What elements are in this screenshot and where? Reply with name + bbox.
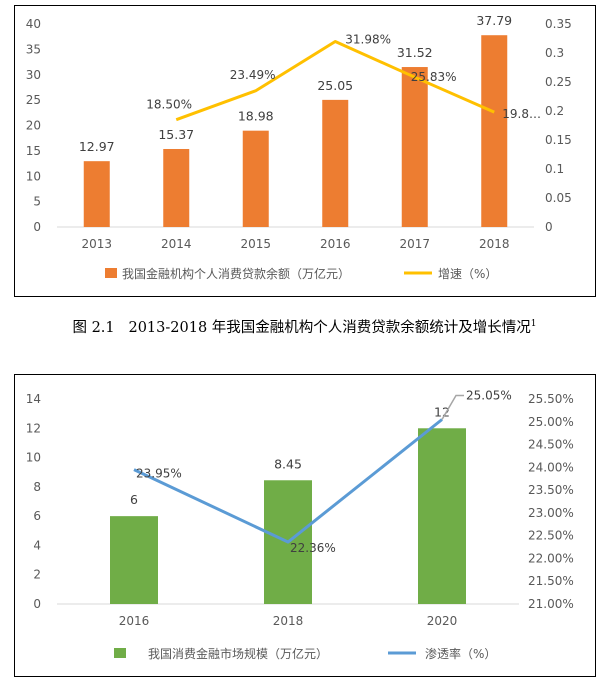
left-axis-tick-label: 14: [26, 392, 41, 406]
bar-data-label: 12.97: [79, 139, 115, 154]
left-axis-tick-label: 15: [26, 144, 41, 158]
right-axis-tick-label: 21.00%: [528, 597, 574, 611]
category-tick-label: 2014: [161, 237, 192, 251]
line-data-label: 23.49%: [230, 68, 276, 82]
category-tick-label: 2018: [273, 614, 304, 628]
left-axis-tick-label: 25: [26, 93, 41, 107]
line-data-label: 25.83%: [411, 70, 457, 84]
right-axis-tick-label: 24.50%: [528, 438, 574, 452]
chart-1-panel: 0 5 10 15 20 25 30 35 40 0 0.05 0.1 0.15 0.2 0.25 0.3 0.…: [14, 5, 596, 297]
bar-data-label: 15.37: [158, 127, 194, 142]
bar-data-label: 31.52: [397, 45, 433, 60]
category-tick-label: 2016: [320, 237, 351, 251]
line-data-label: 23.95%: [136, 467, 182, 481]
legend-line-label: 增速（%）: [438, 267, 497, 281]
line-series: [133, 418, 443, 544]
right-axis-tick-label: 21.50%: [528, 574, 574, 588]
left-axis-tick-label: 0: [33, 597, 41, 611]
bar-data-label: 25.05: [317, 78, 353, 93]
legend-bar-label: 我国金融机构个人消费贷款余额（万亿元）: [122, 266, 350, 281]
left-axis-tick-label: 12: [26, 421, 41, 435]
bar-data-label: 8.45: [274, 456, 302, 471]
caption-text: 2013-2018 年我国金融机构个人消费贷款余额统计及增长情况: [128, 320, 531, 336]
category-tick-label: 2020: [427, 614, 458, 628]
left-axis-tick-label: 6: [33, 509, 41, 523]
bar-data-label: 37.79: [476, 13, 512, 28]
legend-line-label: 渗透率（%）: [425, 646, 496, 661]
left-axis-tick-label: 20: [26, 119, 41, 133]
right-axis-tick-label: 0.15: [545, 133, 572, 147]
right-axis-tick-label: 0.05: [545, 191, 572, 205]
right-axis-tick-label: 22.00%: [528, 551, 574, 565]
line-series: [175, 40, 495, 122]
right-axis-tick-label: 24.00%: [528, 460, 574, 474]
chart-2-panel: 0 2 4 6 8 10 12 14 21.00% 21.50% 22.00% 22.50% 23.00…: [14, 374, 596, 677]
category-tick-label: 2016: [119, 614, 150, 628]
left-axis-tick-label: 2: [33, 568, 41, 582]
bar: [401, 67, 428, 227]
left-axis-tick-label: 4: [33, 538, 41, 552]
left-axis-tick-label: 8: [33, 480, 41, 494]
line-data-label: 25.05%: [466, 389, 512, 403]
right-axis-tick-label: 0: [545, 220, 553, 234]
legend-bar-swatch: [105, 268, 117, 278]
bar: [83, 161, 110, 227]
category-tick-label: 2013: [81, 237, 112, 251]
category-tick-label: 2017: [399, 237, 430, 251]
line-data-label: 18.50%: [146, 98, 192, 112]
left-axis-tick-label: 10: [26, 169, 41, 183]
bar-data-label: 12: [434, 404, 450, 419]
left-axis-tick-label: 35: [26, 42, 41, 56]
caption-footnote: 1: [530, 319, 537, 330]
line-data-label: 31.98%: [345, 33, 391, 47]
left-axis-tick-label: 0: [33, 220, 41, 234]
bar: [242, 130, 269, 227]
right-axis-tick-label: 23.00%: [528, 506, 574, 520]
right-axis-tick-label: 25.50%: [528, 392, 574, 406]
right-axis-tick-label: 0.3: [545, 46, 564, 60]
data-label-leader: [441, 394, 464, 420]
left-axis-tick-label: 10: [26, 451, 41, 465]
bar-data-label: 6: [130, 492, 138, 507]
right-axis-tick-label: 0.25: [545, 75, 572, 89]
right-axis-tick-label: 25.00%: [528, 415, 574, 429]
chart-2-svg: 0 2 4 6 8 10 12 14 21.00% 21.50% 22.00% 22.50% 23.00…: [26, 389, 574, 662]
bar: [163, 148, 190, 227]
legend-bar-swatch: [114, 648, 126, 658]
right-axis-tick-label: 22.50%: [528, 529, 574, 543]
line-data-label: 22.36%: [290, 541, 336, 555]
legend-bar-label: 我国消费金融市场规模（万亿元）: [148, 646, 328, 661]
left-axis-tick-label: 30: [26, 68, 41, 82]
left-axis-tick-label: 5: [33, 195, 41, 209]
right-axis-tick-label: 0.1: [545, 162, 564, 176]
bar: [322, 99, 349, 227]
right-axis-tick-label: 0.35: [545, 17, 572, 31]
category-tick-label: 2018: [479, 237, 510, 251]
caption-label: 图 2.1: [72, 320, 115, 336]
line-data-label: 19.8…: [502, 107, 541, 121]
bar: [481, 35, 508, 227]
category-tick-label: 2015: [240, 237, 271, 251]
left-axis-tick-label: 40: [26, 17, 41, 31]
right-axis-tick-label: 23.50%: [528, 483, 574, 497]
bar: [110, 516, 158, 604]
right-axis-tick-label: 0.2: [545, 104, 564, 118]
bar-data-label: 18.98: [238, 109, 274, 124]
chart-1-svg: 0 5 10 15 20 25 30 35 40 0 0.05 0.1 0.15 0.2 0.25 0.3 0.…: [26, 13, 572, 281]
bar: [418, 428, 466, 604]
figure-caption: 图 2.1 2013-2018 年我国金融机构个人消费贷款余额统计及增长情况1: [0, 316, 609, 337]
